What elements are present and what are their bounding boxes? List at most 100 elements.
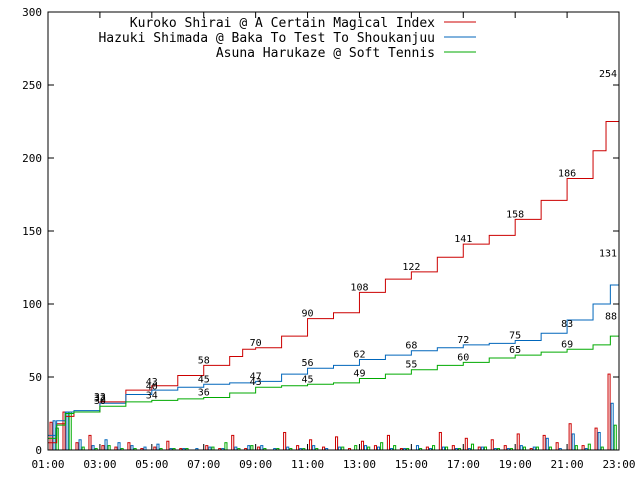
hourly-bar bbox=[107, 445, 111, 451]
hourly-bar bbox=[571, 433, 575, 451]
point-label: 45 bbox=[198, 374, 210, 385]
hourly-bars-layer bbox=[49, 373, 617, 451]
point-label: 55 bbox=[405, 360, 417, 371]
point-labels-layer: 33 43 58 70 90 108 122 141 158 186 254 32 40 45 47 56 62… bbox=[94, 69, 617, 407]
series-line bbox=[48, 79, 620, 444]
hourly-bar bbox=[75, 442, 79, 451]
point-label: 30 bbox=[94, 396, 106, 407]
legend-label: Kuroko Shirai @ A Certain Magical Index bbox=[130, 16, 435, 31]
hourly-bar bbox=[470, 443, 475, 451]
hourly-bar bbox=[380, 442, 384, 451]
y-tick-label: 50 bbox=[29, 371, 42, 384]
hourly-bar bbox=[386, 434, 390, 451]
legend: Kuroko Shirai @ A Certain Magical IndexH… bbox=[98, 16, 476, 61]
point-label: 69 bbox=[561, 339, 573, 350]
hourly-bar bbox=[224, 442, 228, 451]
point-label: 122 bbox=[402, 262, 420, 273]
hourly-bar bbox=[373, 445, 378, 451]
point-label: 43 bbox=[146, 377, 158, 388]
legend-label: Hazuki Shimada @ Baka To Test To Shoukan… bbox=[98, 31, 435, 46]
x-tick-label: 19:00 bbox=[499, 458, 532, 471]
hourly-bar bbox=[364, 445, 368, 451]
point-label: 90 bbox=[302, 309, 314, 320]
hourly-bar bbox=[117, 442, 121, 451]
legend-label: Asuna Harukaze @ Soft Tennis bbox=[216, 46, 435, 61]
point-label: 158 bbox=[506, 209, 524, 220]
x-tick-label: 21:00 bbox=[551, 458, 584, 471]
hourly-bar bbox=[432, 445, 436, 451]
hourly-bar bbox=[283, 431, 287, 451]
point-label: 83 bbox=[561, 319, 573, 330]
x-tick-label: 13:00 bbox=[343, 458, 376, 471]
point-label: 68 bbox=[405, 341, 417, 352]
hourly-bar bbox=[250, 445, 254, 451]
hourly-bar bbox=[516, 433, 520, 451]
axes-layer: 0 50 100 150 200 250 300 01:00 03:00 05:00 07:00 09… bbox=[22, 6, 635, 471]
hourly-bar bbox=[127, 442, 131, 451]
hourly-bar bbox=[519, 445, 523, 451]
hourly-bar bbox=[354, 445, 358, 451]
hourly-bar bbox=[574, 445, 578, 451]
hourly-bar bbox=[166, 440, 170, 451]
hourly-bar bbox=[296, 445, 300, 451]
series-line bbox=[48, 321, 620, 439]
point-label: 88 bbox=[605, 312, 617, 323]
point-label: 34 bbox=[146, 390, 158, 401]
hourly-bar bbox=[231, 434, 235, 451]
hourly-bar bbox=[587, 443, 591, 451]
point-label: 36 bbox=[198, 387, 210, 398]
point-label: 45 bbox=[302, 374, 314, 385]
hourly-bar bbox=[260, 445, 264, 451]
hourly-bar bbox=[205, 445, 209, 451]
hourly-bar bbox=[65, 411, 69, 451]
hourly-bar bbox=[581, 445, 585, 451]
x-tick-label: 09:00 bbox=[239, 458, 272, 471]
hourly-bar bbox=[360, 440, 365, 451]
point-label: 186 bbox=[558, 168, 576, 179]
point-label: 70 bbox=[250, 338, 262, 349]
hourly-bar bbox=[91, 445, 95, 451]
hourly-bar bbox=[545, 437, 549, 451]
hourly-bar bbox=[101, 445, 105, 451]
x-tick-label: 01:00 bbox=[31, 458, 64, 471]
point-label: 62 bbox=[353, 349, 365, 360]
x-tick-label: 11:00 bbox=[291, 458, 324, 471]
hourly-bar bbox=[451, 445, 455, 451]
point-label: 33 bbox=[94, 392, 106, 403]
point-label: 60 bbox=[457, 352, 469, 363]
hourly-bar bbox=[464, 437, 468, 451]
y-tick-label: 100 bbox=[22, 298, 42, 311]
y-tick-label: 200 bbox=[22, 152, 42, 165]
hourly-bar bbox=[335, 436, 339, 451]
hourly-bar bbox=[309, 439, 313, 451]
hourly-bar bbox=[78, 439, 82, 451]
point-label: 58 bbox=[198, 355, 210, 366]
x-tick-label: 03:00 bbox=[83, 458, 116, 471]
hourly-bar bbox=[49, 421, 53, 451]
point-label: 72 bbox=[457, 335, 469, 346]
point-label: 75 bbox=[509, 331, 521, 342]
hourly-bar bbox=[490, 439, 494, 451]
x-tick-label: 05:00 bbox=[135, 458, 168, 471]
point-label: 65 bbox=[509, 345, 521, 356]
y-tick-label: 250 bbox=[22, 79, 42, 92]
hourly-bar bbox=[594, 427, 598, 451]
point-label: 56 bbox=[302, 358, 314, 369]
point-label: 47 bbox=[250, 371, 262, 382]
hourly-bar bbox=[415, 445, 420, 451]
hourly-bar bbox=[568, 423, 572, 451]
hourly-bar bbox=[555, 442, 559, 451]
hourly-bar bbox=[503, 445, 507, 451]
point-label: 141 bbox=[454, 234, 472, 245]
y-tick-label: 150 bbox=[22, 225, 42, 238]
y-tick-label: 300 bbox=[22, 6, 42, 19]
hourly-bar bbox=[156, 443, 160, 451]
hourly-bar bbox=[312, 445, 316, 451]
hourly-bar bbox=[610, 402, 614, 451]
hourly-bar bbox=[542, 434, 546, 451]
point-label: 32 bbox=[94, 393, 106, 404]
point-label: 254 bbox=[599, 69, 617, 80]
point-label: 43 bbox=[250, 377, 262, 388]
